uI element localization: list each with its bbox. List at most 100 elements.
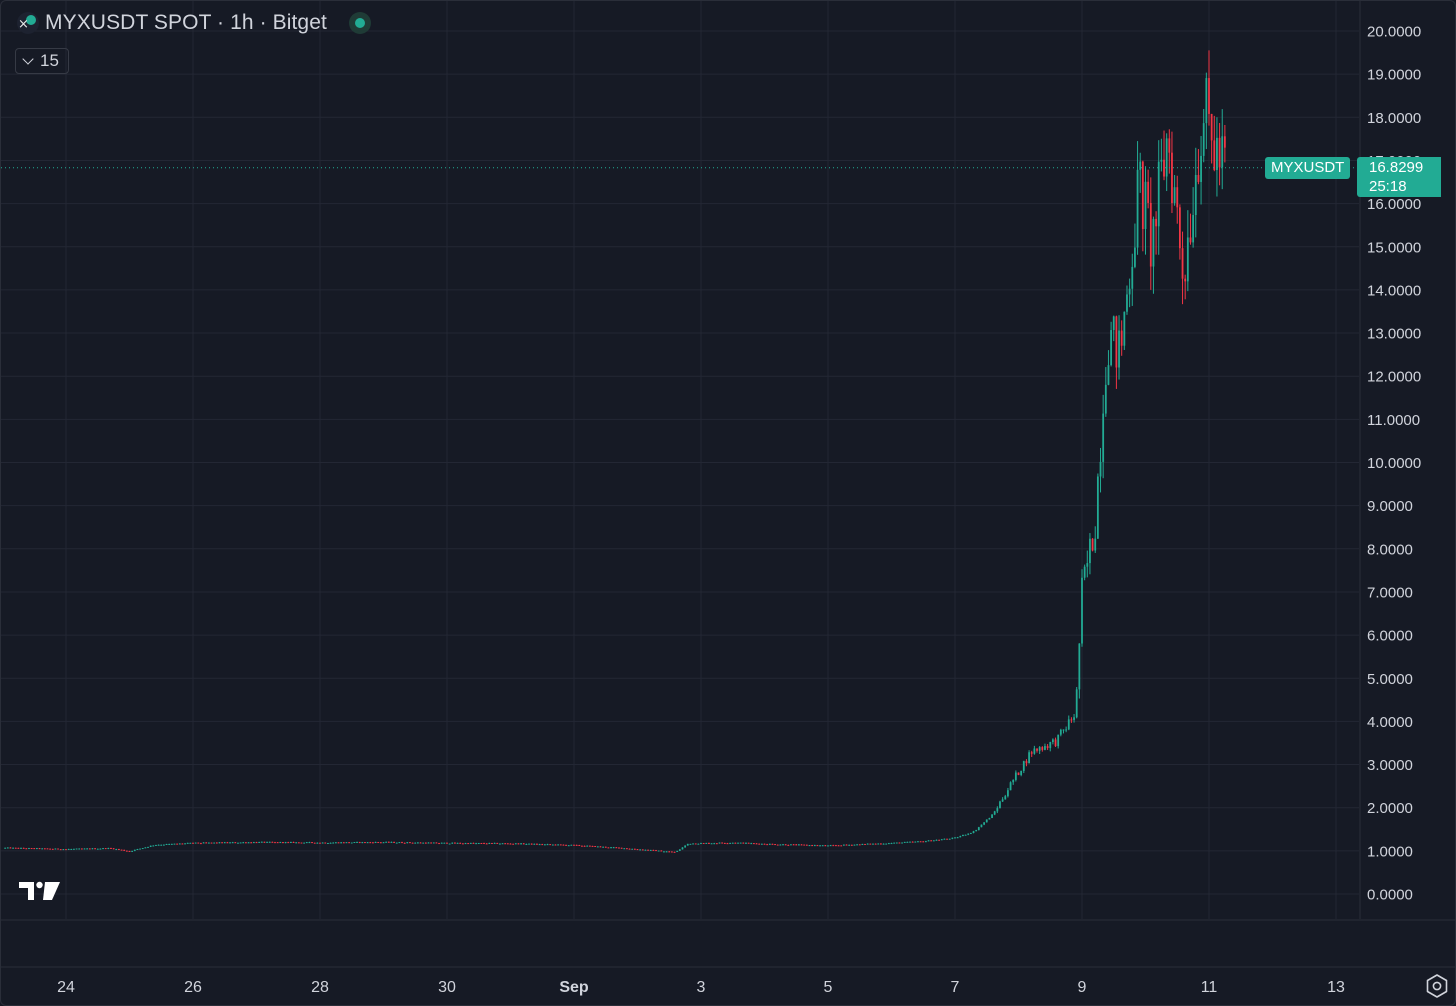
- candle-body: [673, 851, 676, 853]
- candle-body: [766, 844, 769, 846]
- candle-body: [382, 842, 385, 844]
- candle-body: [464, 843, 467, 845]
- candle-body: [1160, 159, 1163, 162]
- candle-body: [4, 847, 7, 849]
- candle-body: [853, 844, 856, 846]
- candle-body: [461, 843, 464, 845]
- candle-body: [123, 849, 126, 851]
- gear-icon[interactable]: [1424, 973, 1450, 999]
- candle-body: [374, 842, 377, 844]
- candle-body: [125, 850, 128, 852]
- candle-body: [1208, 78, 1210, 114]
- candle-body: [993, 811, 996, 815]
- candle-body: [112, 848, 115, 850]
- candle-body: [313, 842, 316, 844]
- candle-body: [977, 827, 980, 831]
- candle-body: [618, 847, 620, 849]
- candle-body: [491, 842, 493, 844]
- candle-body: [660, 850, 663, 852]
- candle-body: [279, 842, 282, 844]
- candle-body: [324, 842, 327, 844]
- candle-body: [1202, 123, 1205, 156]
- candle-body: [1096, 476, 1099, 539]
- candle-body: [184, 843, 186, 845]
- candle-body: [409, 842, 411, 844]
- candle-body: [554, 844, 557, 846]
- candle-body: [639, 849, 642, 851]
- candle-body: [980, 824, 983, 828]
- candle-body: [128, 851, 131, 853]
- candles: [4, 50, 1226, 853]
- candle-body: [686, 843, 689, 846]
- candle-body: [779, 844, 782, 846]
- candle-body: [9, 847, 12, 849]
- candle-body: [390, 841, 393, 843]
- candle-body: [1091, 538, 1094, 551]
- candle-body: [1025, 761, 1028, 764]
- candle-body: [440, 842, 443, 844]
- time-tick-label: 26: [184, 979, 202, 996]
- candle-body: [430, 842, 433, 844]
- candle-body: [377, 842, 380, 844]
- candle-body: [1051, 739, 1054, 743]
- candle-body: [514, 843, 517, 845]
- candle-body: [718, 842, 721, 844]
- candle-body: [1118, 330, 1120, 368]
- candle-body: [792, 844, 795, 846]
- candle-body: [940, 839, 943, 841]
- candle-body: [173, 843, 176, 845]
- candle-body: [681, 847, 684, 850]
- candle-body: [1176, 187, 1179, 208]
- candle-body: [178, 843, 181, 845]
- candle-body: [763, 843, 766, 845]
- candle-body: [776, 844, 779, 846]
- candle-body: [599, 846, 602, 848]
- candle-body: [255, 842, 258, 844]
- candle-body: [438, 843, 440, 845]
- indicators-collapse-button[interactable]: 15: [15, 48, 69, 74]
- candle-body: [726, 843, 729, 845]
- candle-body: [403, 842, 406, 844]
- candle-body: [131, 850, 134, 852]
- time-tick-label: 5: [824, 979, 833, 996]
- tradingview-logo-icon[interactable]: [19, 879, 61, 903]
- candle-body: [715, 843, 718, 845]
- candle-body: [636, 849, 639, 851]
- candle-body: [88, 848, 91, 850]
- candle-body: [78, 848, 81, 850]
- candle-body: [512, 843, 515, 845]
- candle-body: [144, 847, 147, 849]
- candle-body: [872, 843, 874, 845]
- symbol-title[interactable]: MYXUSDT SPOT · 1h · Bitget: [45, 11, 327, 34]
- candle-body: [181, 843, 184, 845]
- candle-body: [1147, 181, 1150, 203]
- candle-body: [631, 848, 634, 850]
- candle-body: [411, 842, 414, 844]
- candle-body: [753, 843, 755, 845]
- candle-body: [1065, 729, 1068, 731]
- candle-body: [694, 843, 697, 845]
- candle-body: [525, 843, 528, 845]
- time-tick-label: Sep: [559, 979, 589, 996]
- candle-body: [30, 848, 33, 850]
- candle-body: [911, 841, 914, 843]
- candle-body: [1049, 742, 1052, 749]
- market-open-dot-icon: [348, 12, 371, 34]
- candle-body: [549, 844, 552, 846]
- candle-body: [416, 842, 419, 844]
- candle-body: [546, 844, 549, 846]
- candle-body: [824, 845, 827, 847]
- candle-body: [454, 842, 456, 844]
- candle-body: [901, 842, 903, 844]
- candle-body: [1223, 136, 1226, 148]
- candle-body: [472, 842, 475, 844]
- candle-body: [422, 842, 425, 844]
- candle-body: [517, 843, 520, 845]
- candle-body: [983, 822, 986, 825]
- candle-body: [1157, 161, 1160, 227]
- candle-body: [189, 842, 192, 844]
- candle-body: [247, 842, 250, 844]
- candle-body: [689, 843, 692, 845]
- candle-body: [996, 808, 999, 812]
